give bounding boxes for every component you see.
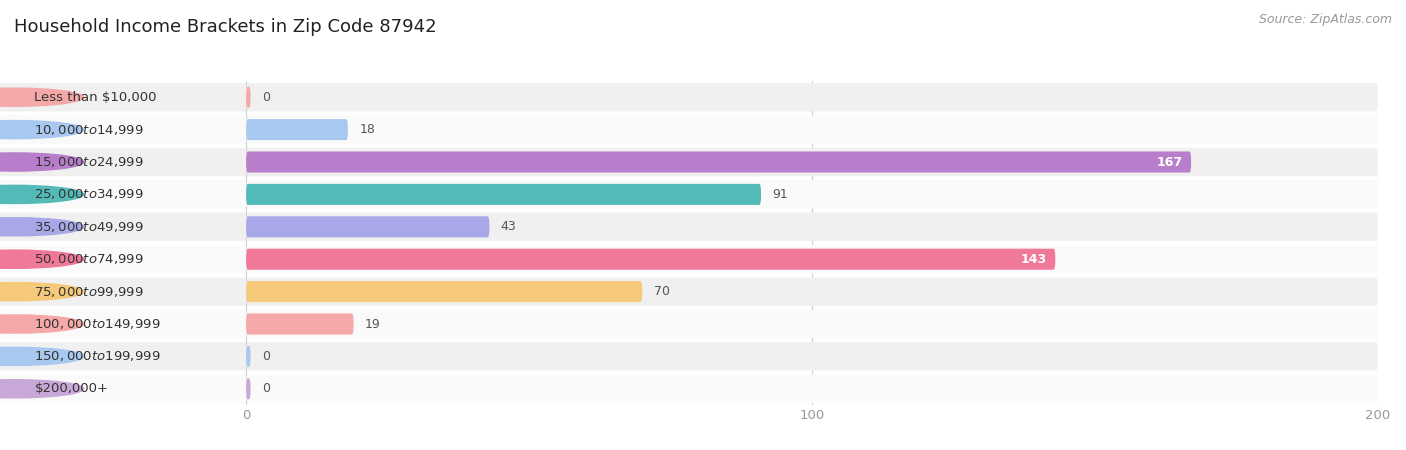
FancyBboxPatch shape	[246, 87, 250, 108]
Circle shape	[0, 347, 84, 365]
FancyBboxPatch shape	[0, 212, 246, 241]
Text: $75,000 to $99,999: $75,000 to $99,999	[35, 284, 145, 299]
Text: 91: 91	[772, 188, 789, 201]
Text: Household Income Brackets in Zip Code 87942: Household Income Brackets in Zip Code 87…	[14, 18, 437, 36]
FancyBboxPatch shape	[246, 342, 1378, 371]
FancyBboxPatch shape	[0, 342, 246, 371]
FancyBboxPatch shape	[0, 374, 246, 403]
Text: 70: 70	[654, 285, 669, 298]
FancyBboxPatch shape	[246, 216, 489, 237]
FancyBboxPatch shape	[0, 83, 246, 112]
Text: $150,000 to $199,999: $150,000 to $199,999	[35, 349, 160, 364]
Text: 19: 19	[366, 318, 381, 330]
FancyBboxPatch shape	[246, 119, 347, 140]
FancyBboxPatch shape	[246, 152, 1191, 172]
FancyBboxPatch shape	[246, 184, 761, 205]
Circle shape	[0, 218, 84, 236]
FancyBboxPatch shape	[246, 346, 250, 367]
FancyBboxPatch shape	[246, 281, 643, 302]
Text: 0: 0	[262, 91, 270, 104]
FancyBboxPatch shape	[246, 115, 1378, 144]
FancyBboxPatch shape	[246, 314, 353, 334]
Circle shape	[0, 250, 84, 268]
Circle shape	[0, 121, 84, 139]
FancyBboxPatch shape	[246, 180, 1378, 209]
Circle shape	[0, 88, 84, 106]
FancyBboxPatch shape	[246, 310, 1378, 338]
Text: Source: ZipAtlas.com: Source: ZipAtlas.com	[1258, 14, 1392, 27]
Text: 143: 143	[1021, 253, 1047, 266]
Text: 167: 167	[1157, 156, 1182, 168]
Circle shape	[0, 185, 84, 203]
FancyBboxPatch shape	[246, 148, 1378, 176]
FancyBboxPatch shape	[246, 378, 250, 399]
FancyBboxPatch shape	[246, 245, 1378, 274]
FancyBboxPatch shape	[246, 212, 1378, 241]
FancyBboxPatch shape	[0, 277, 246, 306]
Text: Less than $10,000: Less than $10,000	[35, 91, 157, 104]
Text: $100,000 to $149,999: $100,000 to $149,999	[35, 317, 160, 331]
Text: $35,000 to $49,999: $35,000 to $49,999	[35, 220, 145, 234]
Circle shape	[0, 380, 84, 398]
FancyBboxPatch shape	[0, 245, 246, 274]
Text: 18: 18	[359, 123, 375, 136]
FancyBboxPatch shape	[246, 374, 1378, 403]
Text: 0: 0	[262, 382, 270, 395]
FancyBboxPatch shape	[246, 83, 1378, 112]
FancyBboxPatch shape	[0, 310, 246, 338]
Text: 0: 0	[262, 350, 270, 363]
Text: $50,000 to $74,999: $50,000 to $74,999	[35, 252, 145, 266]
FancyBboxPatch shape	[246, 249, 1056, 270]
FancyBboxPatch shape	[246, 277, 1378, 306]
Circle shape	[0, 283, 84, 301]
Circle shape	[0, 315, 84, 333]
FancyBboxPatch shape	[0, 180, 246, 209]
FancyBboxPatch shape	[0, 148, 246, 176]
Text: $10,000 to $14,999: $10,000 to $14,999	[35, 122, 145, 137]
FancyBboxPatch shape	[0, 115, 246, 144]
Text: $200,000+: $200,000+	[35, 382, 108, 395]
Text: 43: 43	[501, 220, 516, 233]
Text: $15,000 to $24,999: $15,000 to $24,999	[35, 155, 145, 169]
Circle shape	[0, 153, 84, 171]
Text: $25,000 to $34,999: $25,000 to $34,999	[35, 187, 145, 202]
